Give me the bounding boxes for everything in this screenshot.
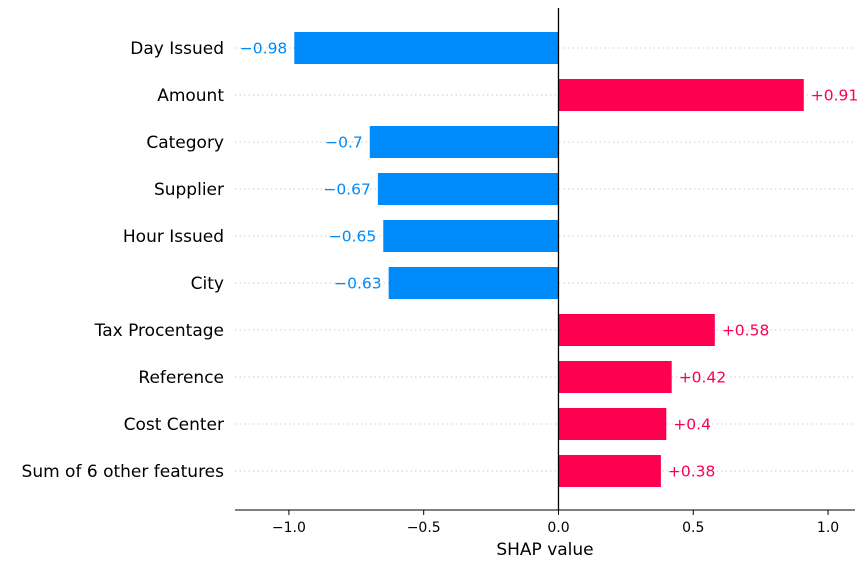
- bar: [558, 79, 804, 111]
- bar: [369, 126, 559, 158]
- value-label: +0.91: [811, 87, 859, 105]
- x-axis-title: SHAP value: [496, 540, 593, 560]
- row-gridlines: [235, 47, 855, 472]
- value-label: +0.4: [673, 416, 711, 434]
- value-label: −0.67: [323, 181, 371, 199]
- bar: [558, 408, 667, 440]
- feature-label: Supplier: [154, 180, 224, 200]
- value-label: −0.65: [329, 228, 377, 246]
- feature-label: Sum of 6 other features: [22, 462, 225, 482]
- x-tick-label: 0.5: [682, 520, 704, 536]
- bar: [558, 314, 715, 346]
- feature-label: Category: [146, 133, 224, 153]
- feature-label: Day Issued: [130, 39, 224, 59]
- value-label: +0.42: [679, 369, 727, 387]
- feature-label: Tax Procentage: [94, 321, 224, 341]
- x-axis: −1.0 −0.5 0.0 0.5 1.0: [235, 509, 855, 536]
- bar: [558, 361, 672, 393]
- value-label: −0.98: [240, 40, 288, 58]
- feature-label: Reference: [138, 368, 224, 388]
- x-tick-label: 1.0: [817, 520, 839, 536]
- bar: [383, 220, 559, 252]
- feature-label: Amount: [157, 86, 224, 106]
- bar: [377, 173, 559, 205]
- x-tick-label: −1.0: [272, 520, 306, 536]
- value-label: −0.7: [325, 134, 363, 152]
- bar: [558, 455, 661, 487]
- feature-label: Cost Center: [124, 415, 224, 435]
- bar: [294, 32, 559, 64]
- bar: [388, 267, 559, 299]
- value-label: −0.63: [334, 275, 382, 293]
- bars: [294, 32, 804, 487]
- value-label: +0.38: [668, 463, 716, 481]
- value-label: +0.58: [722, 322, 770, 340]
- feature-label: City: [191, 274, 224, 294]
- value-labels: −0.98 +0.91 −0.7 −0.67 −0.65 −0.63 +0.58 +0.42 +…: [240, 40, 858, 481]
- x-ticks: −1.0 −0.5 0.0 0.5 1.0: [272, 510, 839, 536]
- x-tick-label: 0.0: [547, 520, 569, 536]
- x-tick-label: −0.5: [407, 520, 441, 536]
- feature-labels: Day Issued Amount Category Supplier Hour Iss…: [22, 39, 225, 482]
- feature-label: Hour Issued: [123, 227, 224, 247]
